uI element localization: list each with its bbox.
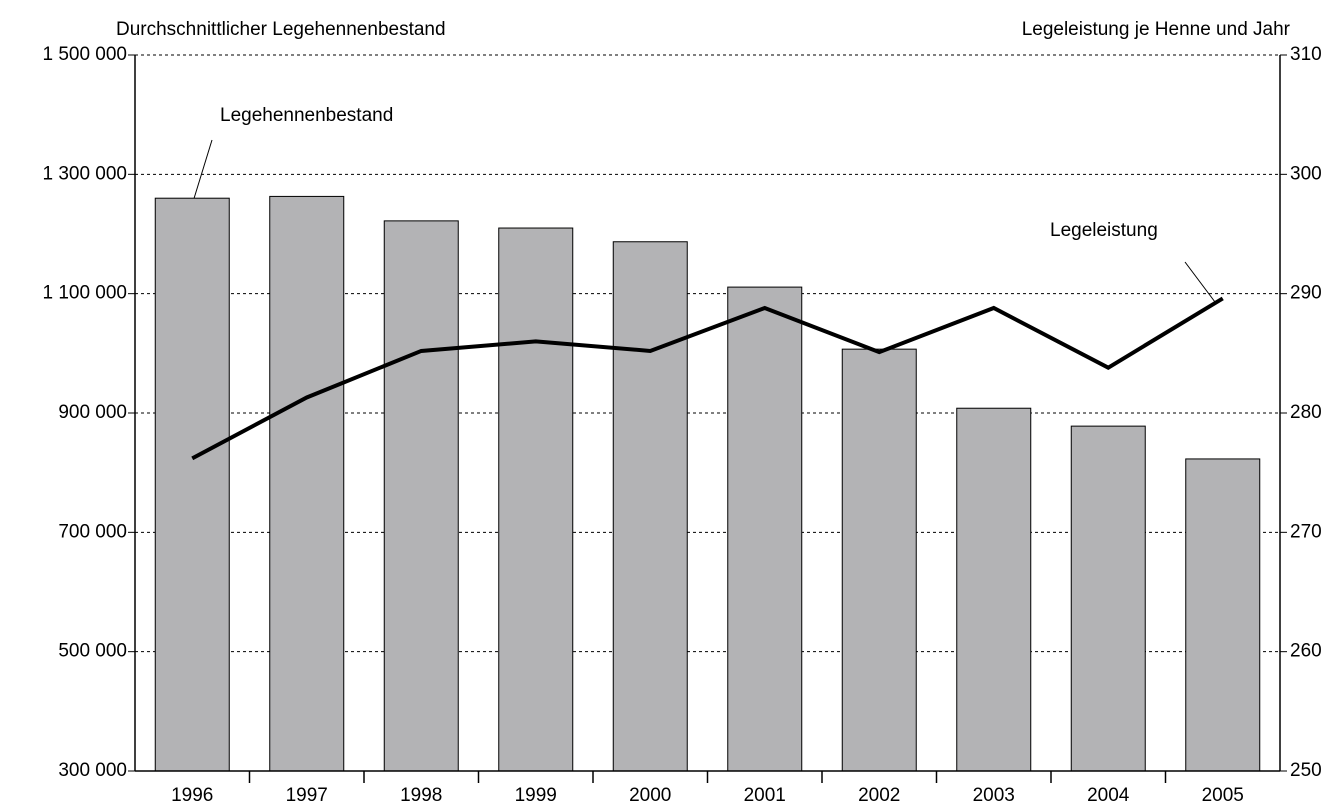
x-tick-label: 2003 [973,785,1015,806]
y2-tick-label: 250 [1290,760,1322,781]
y-tick-label: 1 500 000 [42,44,127,65]
bar [1185,458,1261,772]
x-tick-label: 1999 [515,785,557,806]
y-axis-title: Durchschnittlicher Legehennenbestand [116,19,446,40]
x-tick-label: 2001 [744,785,786,806]
y2-tick-label: 300 [1290,163,1322,184]
bar [956,407,1032,772]
x-tick-label: 1998 [400,785,442,806]
y-tick-label: 1 300 000 [42,163,127,184]
y-tick-label: 1 100 000 [42,283,127,304]
x-tick-label: 2002 [858,785,900,806]
y2-axis-title: Legeleistung je Henne und Jahr [1022,19,1291,40]
bar [612,241,688,772]
y2-tick-label: 270 [1290,521,1322,542]
y2-tick-label: 260 [1290,641,1322,662]
annotation: Legeleistung [1050,220,1158,241]
bar [269,195,345,772]
y2-tick-label: 310 [1290,44,1322,65]
bar [498,227,574,772]
y-tick-label: 300 000 [58,760,127,781]
y2-tick-label: 290 [1290,283,1322,304]
annotation: Legehennenbestand [220,105,393,126]
bar [383,220,459,772]
x-tick-label: 2000 [629,785,671,806]
x-tick-label: 1997 [286,785,328,806]
annotation-leader [191,139,213,206]
bar [841,348,917,772]
y-tick-label: 900 000 [58,402,127,423]
y2-tick-label: 280 [1290,402,1322,423]
line [191,296,1224,461]
x-tick-label: 2005 [1202,785,1244,806]
bar [1070,425,1146,772]
bar [727,286,803,772]
x-tick-label: 1996 [171,785,213,806]
y-tick-label: 500 000 [58,641,127,662]
x-tick-label: 2004 [1087,785,1130,806]
y-tick-label: 700 000 [58,521,127,542]
bar [154,197,230,772]
annotation-leader [1184,261,1216,303]
